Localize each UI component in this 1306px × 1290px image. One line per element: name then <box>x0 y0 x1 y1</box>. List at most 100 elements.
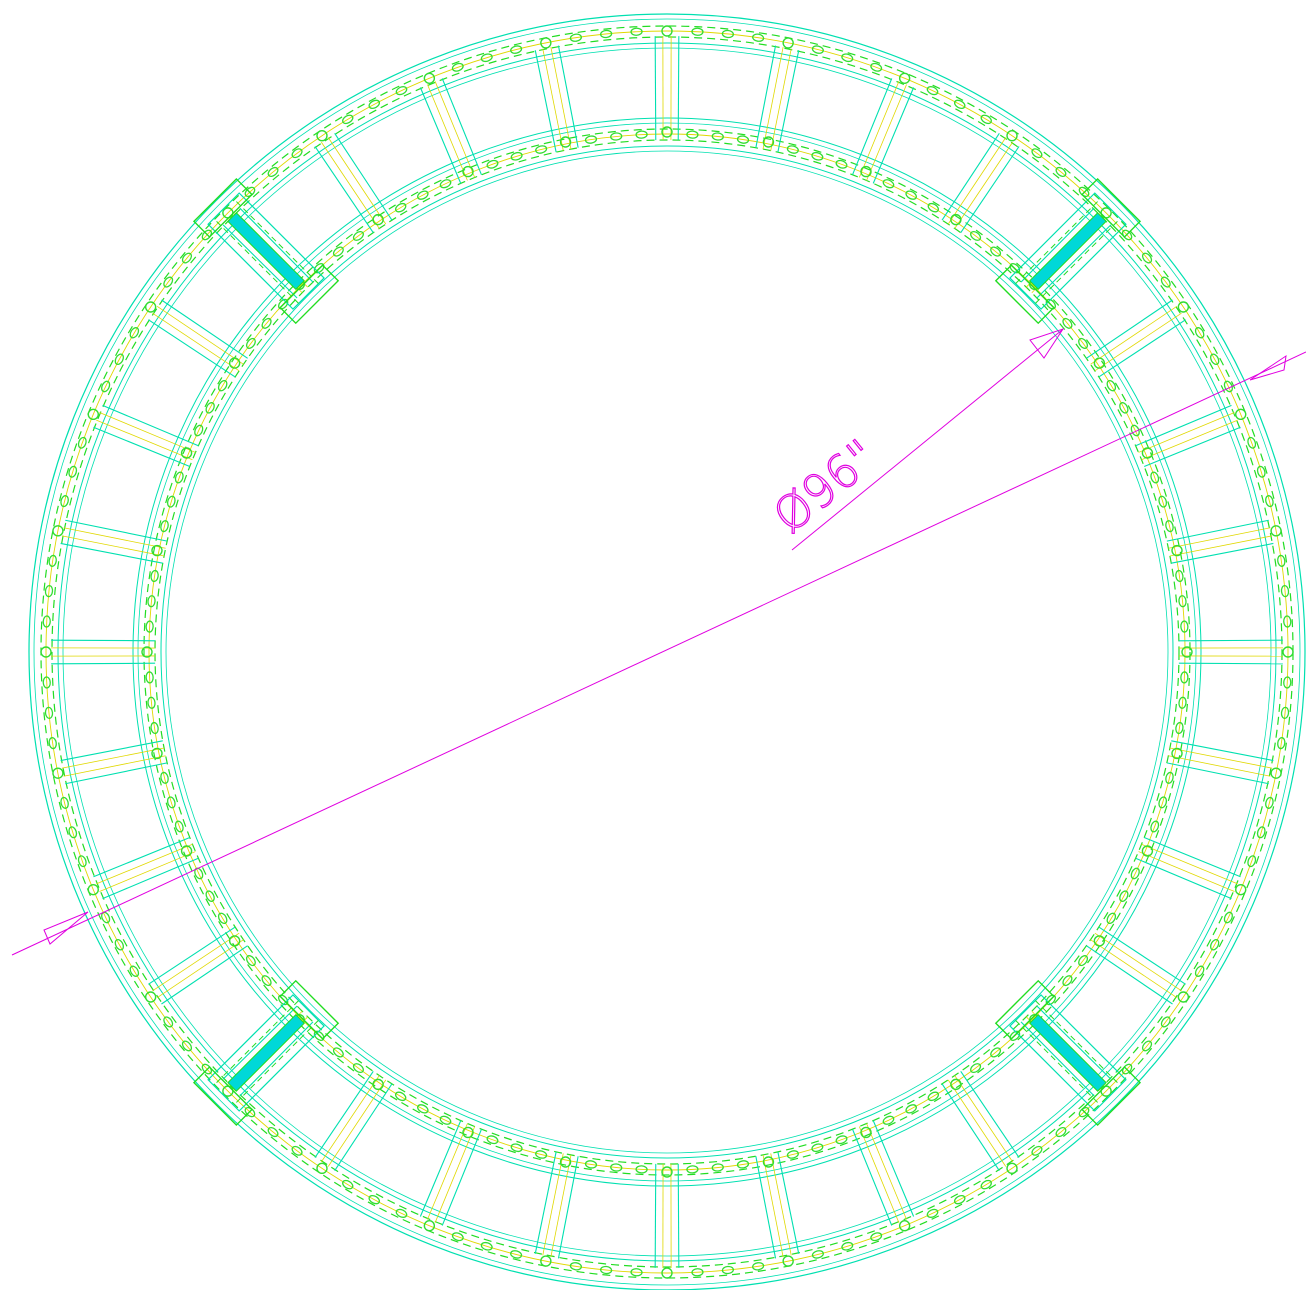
inner-bolt-hole <box>486 1135 499 1145</box>
web-member-line <box>755 1156 777 1259</box>
outer-bolt-hole <box>163 1016 174 1028</box>
inner-chord-centerline <box>148 133 1186 1171</box>
node-marker <box>661 126 673 138</box>
inner-bolt-hole <box>1106 912 1117 925</box>
inner-bolt-hole <box>205 402 215 414</box>
node-marker <box>950 213 962 226</box>
node-marker <box>1141 447 1154 459</box>
stiffener-part <box>192 177 253 238</box>
outer-bolt-hole <box>926 1208 939 1218</box>
stiffener-part <box>1081 177 1142 238</box>
outer-bolt-hole <box>1247 855 1257 868</box>
inner-bolt-hole <box>1158 796 1168 809</box>
stiffener-part <box>192 1066 253 1127</box>
web-member-line <box>99 851 196 892</box>
web-member-line <box>1036 224 1112 299</box>
web-member-line <box>1020 207 1095 283</box>
inner-bolt-hole <box>352 230 364 241</box>
inner-bolt-hole <box>394 1091 407 1102</box>
node-marker <box>860 1126 872 1139</box>
web-member-line <box>321 1075 380 1163</box>
web-member-line <box>1144 836 1241 878</box>
web-member-line <box>654 36 657 141</box>
web-member-line <box>947 137 1007 225</box>
outer-bolt-hole <box>451 1232 464 1242</box>
outer-bolt-hole <box>841 1241 854 1251</box>
outer-bolt-hole <box>480 1241 493 1251</box>
inner-chord-inner-edge-2 <box>165 150 1169 1154</box>
web-member-line <box>557 45 579 148</box>
inner-bolt-hole <box>970 1063 982 1074</box>
inner-bolt-hole <box>1078 955 1089 967</box>
outer-bolt-hole <box>129 965 140 977</box>
outer-bolt-hole <box>1265 495 1274 508</box>
inner-bolt-hole <box>811 151 824 161</box>
web-member-line <box>1144 426 1241 468</box>
outer-bolt-hole <box>980 1179 992 1190</box>
inner-bolt-hole <box>174 471 184 484</box>
inner-bolt-hole <box>610 1163 623 1172</box>
outer-bolt-hole <box>163 276 174 288</box>
web-member-line <box>770 48 792 151</box>
inner-bolt-hole <box>194 424 204 437</box>
web-member-line <box>327 137 387 225</box>
web-member-line <box>1090 939 1178 998</box>
web-member-line <box>1090 306 1178 365</box>
web-member-line <box>51 662 156 665</box>
inner-bolt-hole <box>1178 595 1187 608</box>
web-member-line <box>334 133 393 221</box>
outer-bolt-hole <box>1055 166 1067 178</box>
web-member-line <box>960 1071 1020 1158</box>
outer-bolt-hole <box>1256 826 1266 839</box>
inner-bolt-hole <box>150 569 159 583</box>
web-member-line <box>441 1129 483 1226</box>
node-marker <box>462 165 474 178</box>
web-member-line <box>1169 747 1273 769</box>
outer-chord-inner-edge-2 <box>62 47 1272 1257</box>
inner-bolt-hole <box>635 130 648 139</box>
inner-bolt-hole <box>1180 671 1189 684</box>
web-member-line <box>239 207 314 283</box>
web-member-line <box>1135 857 1232 900</box>
dimension-arrow-right <box>1249 354 1287 381</box>
outer-bolt-hole <box>181 1040 193 1052</box>
web-member-line <box>954 1075 1013 1163</box>
outer-bolt-hole <box>953 1194 966 1205</box>
inner-bolt-hole <box>510 151 523 161</box>
inner-bolt-hole <box>332 1047 344 1058</box>
inner-bolt-hole <box>486 159 499 169</box>
inner-bolt-hole <box>786 145 799 154</box>
inner-bolt-hole <box>584 135 598 144</box>
inner-bolt-hole <box>584 1160 598 1169</box>
inner-bolt-hole <box>736 1160 750 1169</box>
inner-bolt-hole <box>147 696 156 709</box>
stiffener-part <box>994 264 1055 325</box>
dimension-arrow-left <box>43 911 89 945</box>
web-member-line <box>99 412 196 453</box>
web-member-line <box>1171 740 1274 762</box>
inner-bolt-hole <box>970 230 982 241</box>
web-member-line <box>872 1120 915 1217</box>
web-member-line <box>1138 412 1235 453</box>
inner-bolt-hole <box>217 912 228 925</box>
node-marker <box>762 1156 775 1168</box>
stiffener-part <box>1081 1066 1142 1127</box>
outer-bolt-hole <box>77 855 87 868</box>
leader-arrow <box>1029 328 1065 359</box>
outer-bolt-hole <box>342 1179 354 1190</box>
web-member-line <box>161 299 248 359</box>
node-marker <box>559 1156 572 1168</box>
web-member-line <box>222 224 298 299</box>
stiffener-part <box>279 264 340 325</box>
web-member-line <box>222 1005 298 1080</box>
web-member-line <box>161 945 248 1005</box>
web-member-line <box>102 404 199 447</box>
node-marker <box>1235 883 1247 896</box>
outer-bolt-hole <box>267 1126 279 1138</box>
web-member-line <box>434 1126 476 1223</box>
stiffener-part <box>994 979 1055 1040</box>
web-member-line <box>152 312 240 372</box>
outer-bolt-hole <box>870 1232 883 1242</box>
node-marker <box>423 1220 436 1232</box>
inner-bolt-hole <box>736 135 750 144</box>
